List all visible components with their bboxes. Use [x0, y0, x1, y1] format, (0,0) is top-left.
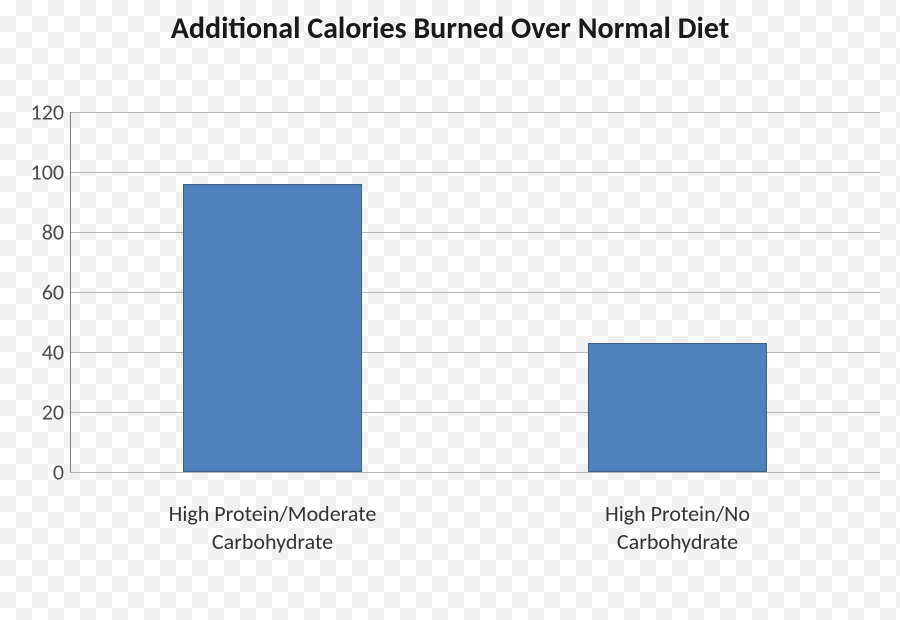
y-axis: 020406080100120 [10, 112, 70, 472]
gridline [70, 172, 880, 173]
y-tick-label: 40 [42, 339, 64, 366]
chart-title: Additional Calories Burned Over Normal D… [0, 12, 900, 47]
bar [588, 343, 766, 472]
y-tick-label: 80 [42, 219, 64, 246]
y-tick-label: 120 [31, 99, 64, 126]
gridline [70, 112, 880, 113]
y-tick-label: 60 [42, 279, 64, 306]
chart-container: Additional Calories Burned Over Normal D… [0, 0, 900, 620]
y-tick-label: 100 [31, 159, 64, 186]
plot-area [70, 112, 880, 472]
x-tick-label: High Protein/Moderate Carbohydrate [70, 500, 475, 555]
x-tick-label: High Protein/No Carbohydrate [475, 500, 880, 555]
y-tick-label: 20 [42, 399, 64, 426]
gridline [70, 472, 880, 473]
plot-wrap: 020406080100120 High Protein/Moderate Ca… [0, 112, 900, 572]
y-axis-line [70, 112, 71, 472]
x-axis-labels: High Protein/Moderate CarbohydrateHigh P… [70, 500, 880, 555]
y-tick-label: 0 [53, 459, 64, 486]
bar [183, 184, 361, 472]
